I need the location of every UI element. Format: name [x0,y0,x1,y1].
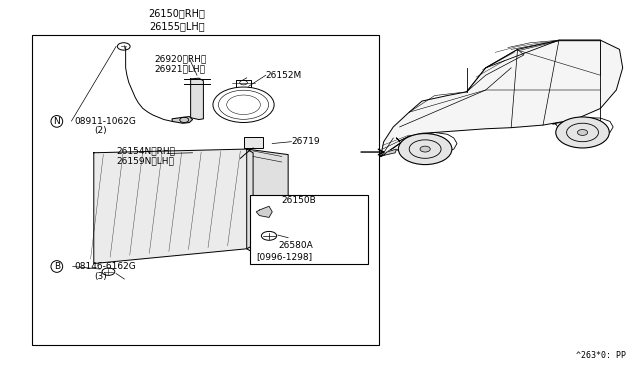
Text: 26150B: 26150B [282,196,317,205]
Text: 26580A: 26580A [278,241,314,250]
Circle shape [420,146,430,152]
Polygon shape [381,40,623,157]
Text: 26920〈RH〉: 26920〈RH〉 [154,54,207,63]
Text: 26159N〈LH〉: 26159N〈LH〉 [116,156,174,166]
Polygon shape [256,206,272,217]
Polygon shape [384,149,396,155]
Text: (3): (3) [94,272,106,281]
Text: 26155〈LH〉: 26155〈LH〉 [149,21,204,31]
Circle shape [398,134,452,164]
Circle shape [556,117,609,148]
Text: 26921〈LH〉: 26921〈LH〉 [154,64,205,73]
Polygon shape [191,78,204,119]
Circle shape [577,129,588,135]
Text: (2): (2) [94,126,106,135]
Polygon shape [246,149,288,249]
Text: ^263*0: PP: ^263*0: PP [576,350,626,359]
Text: 08146-6162G: 08146-6162G [75,262,136,271]
Text: 26150〈RH〉: 26150〈RH〉 [148,8,205,18]
Text: 08911-1062G: 08911-1062G [75,117,136,126]
Bar [250,195,368,263]
Polygon shape [172,116,193,123]
Text: [0996-1298]: [0996-1298] [256,252,312,262]
Bar [244,137,262,148]
Polygon shape [94,149,253,263]
Text: B: B [54,262,60,271]
Text: N: N [54,117,60,126]
Text: 26154N〈RH〉: 26154N〈RH〉 [116,147,175,155]
Text: 26719: 26719 [291,137,320,146]
Text: 26152M: 26152M [266,71,302,80]
Bar [32,35,380,345]
